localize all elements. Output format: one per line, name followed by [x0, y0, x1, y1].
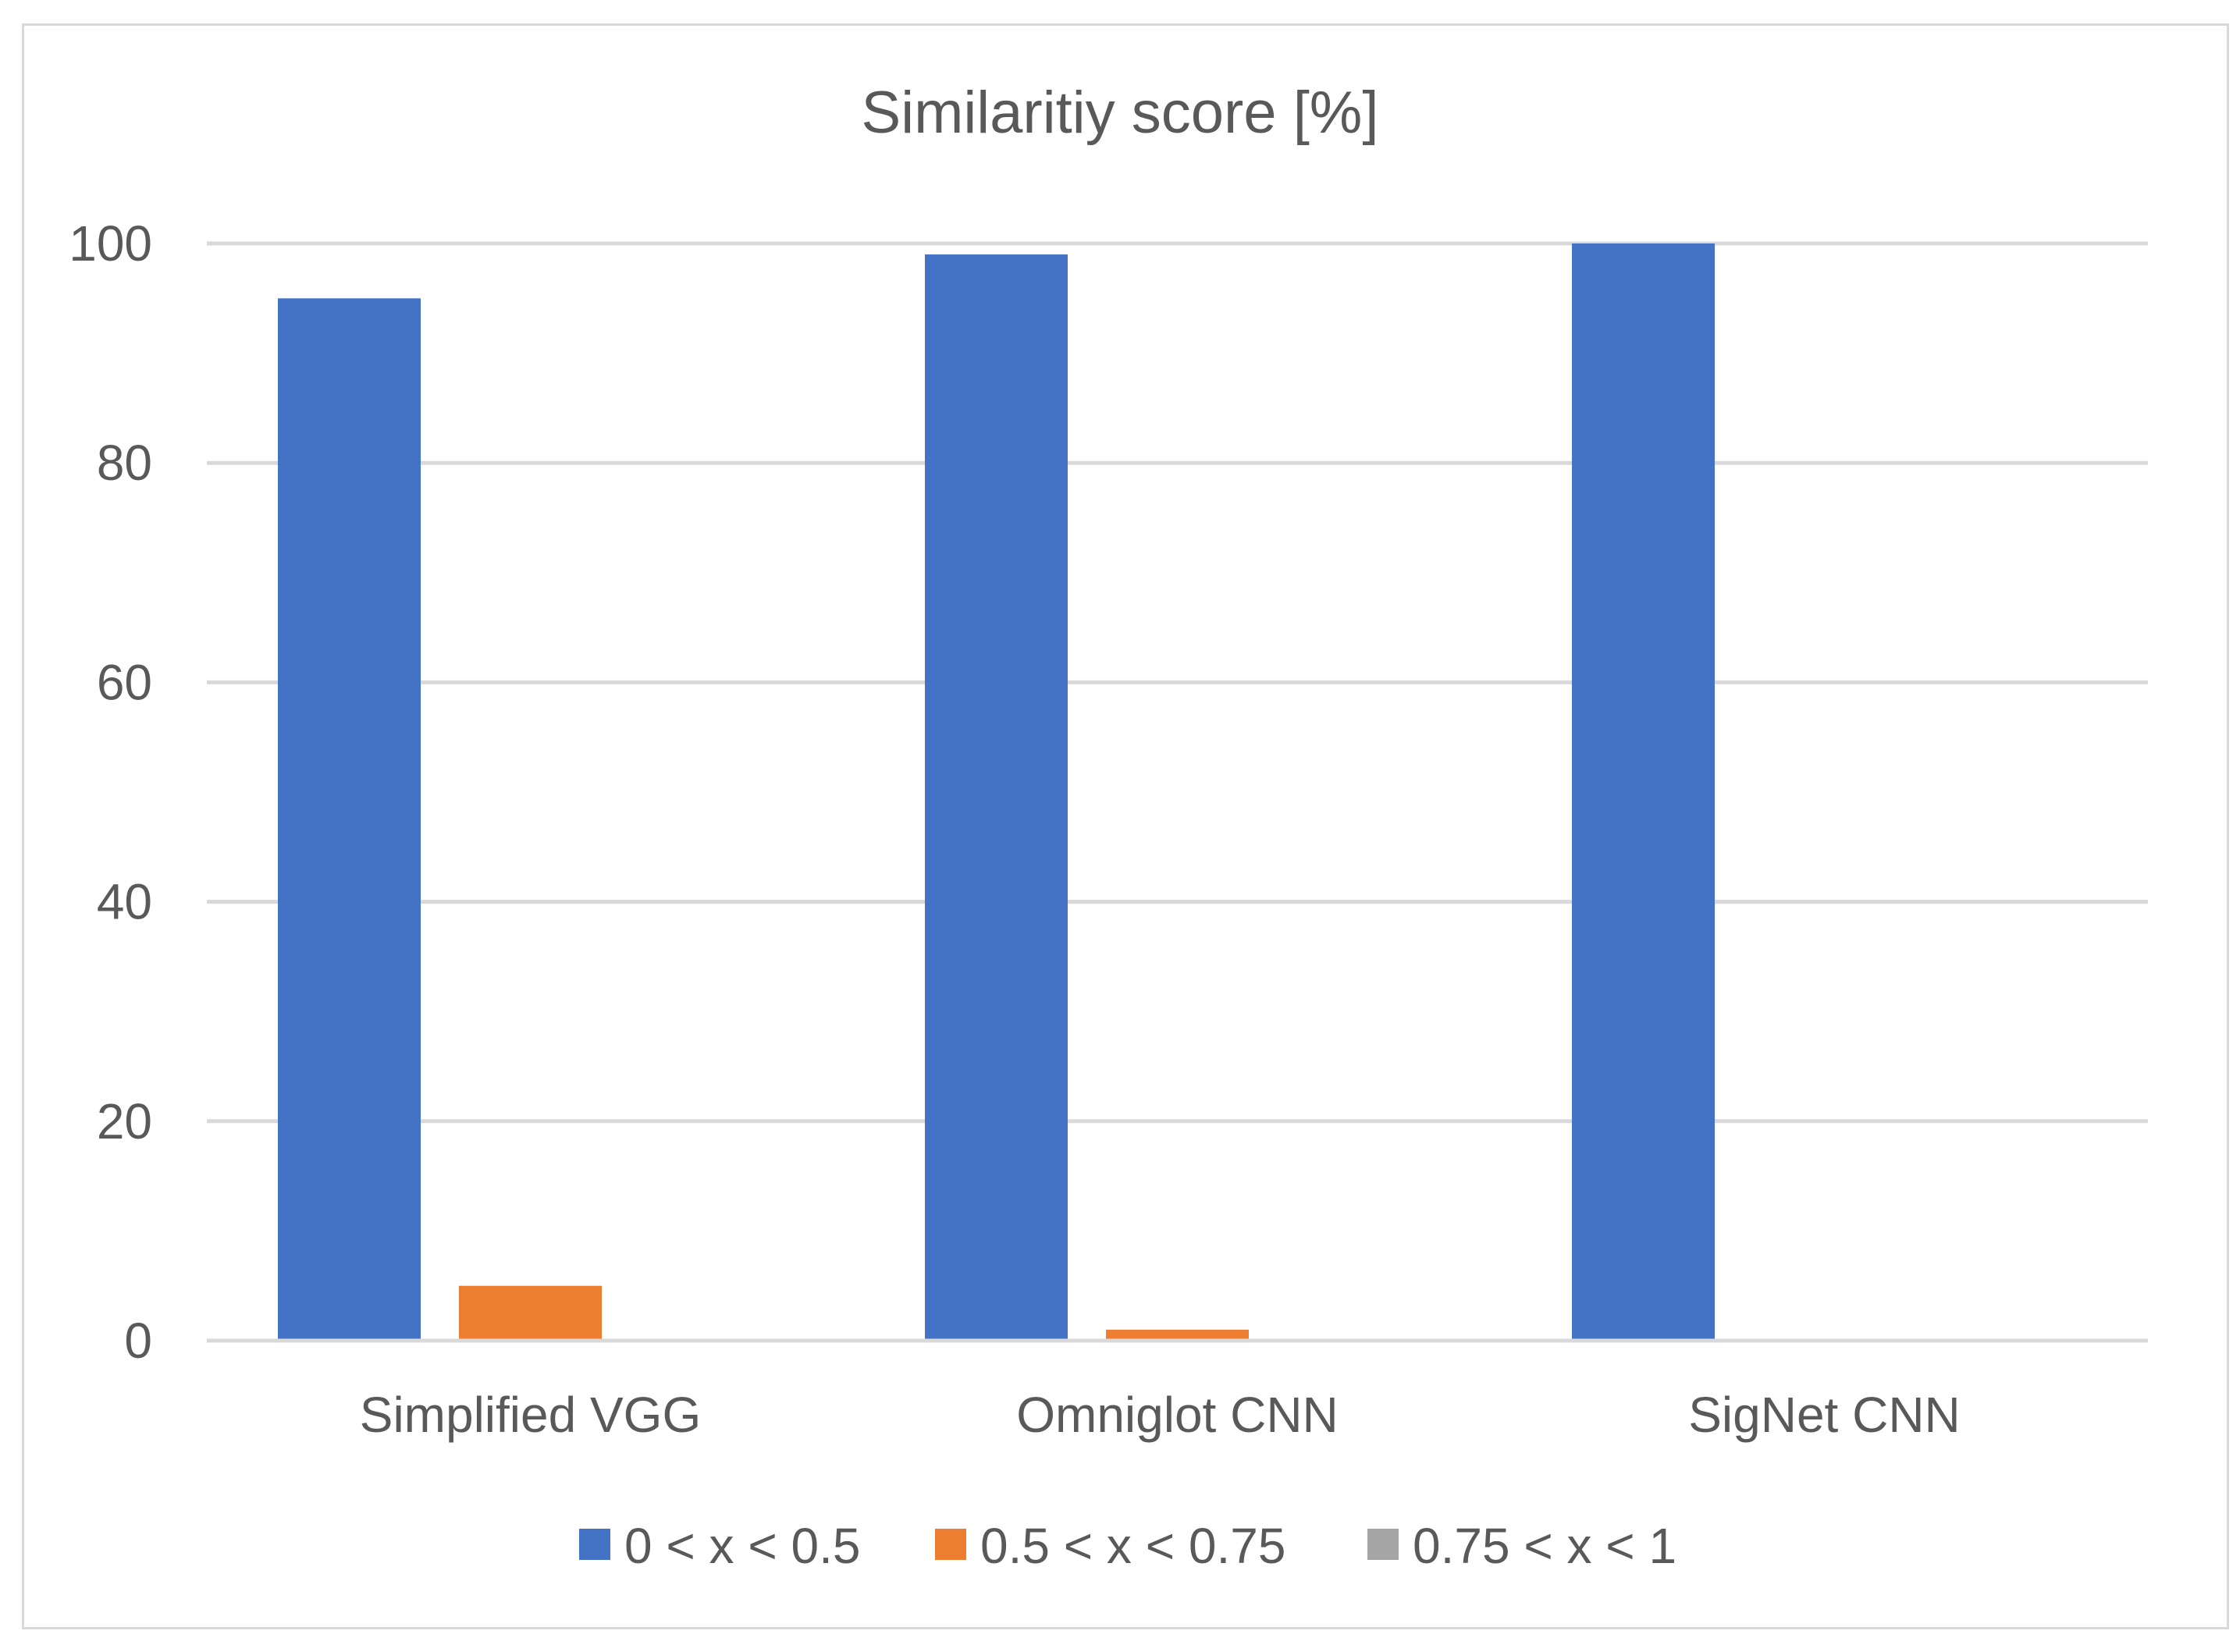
legend-swatch [579, 1529, 610, 1560]
bar-omniglot-cnn-series-1 [925, 254, 1068, 1341]
y-tick-label: 60 [97, 654, 152, 710]
y-axis-ticks: 0 20 40 60 80 100 [69, 215, 152, 1369]
legend-swatch [1367, 1529, 1399, 1560]
legend-label: 0 < x < 0.5 [624, 1518, 860, 1574]
y-tick-label: 80 [97, 435, 152, 491]
legend-label: 0.5 < x < 0.75 [980, 1518, 1285, 1574]
x-axis-ticks: Simplified VGG Omniglot CNN SigNet CNN [360, 1387, 1961, 1443]
chart-title: Similaritiy score [%] [862, 80, 1379, 146]
x-tick-label: SigNet CNN [1688, 1387, 1961, 1443]
x-tick-label: Omniglot CNN [1016, 1387, 1339, 1443]
bar-simplified-vgg-series-2 [459, 1285, 602, 1341]
bar-omniglot-cnn-series-2 [1106, 1329, 1249, 1341]
legend-label: 0.75 < x < 1 [1413, 1518, 1676, 1574]
bars [278, 243, 1715, 1341]
x-tick-label: Simplified VGG [360, 1387, 701, 1443]
y-tick-label: 20 [97, 1093, 152, 1149]
grid-lines [207, 241, 2148, 1124]
y-tick-label: 0 [124, 1313, 152, 1369]
legend: 0 < x < 0.5 0.5 < x < 0.75 0.75 < x < 1 [579, 1518, 1676, 1574]
y-tick-label: 40 [97, 874, 152, 930]
bar-simplified-vgg-series-1 [278, 298, 421, 1341]
bar-signet-cnn-series-1 [1572, 243, 1715, 1341]
y-tick-label: 100 [69, 215, 152, 272]
legend-swatch [935, 1529, 966, 1560]
